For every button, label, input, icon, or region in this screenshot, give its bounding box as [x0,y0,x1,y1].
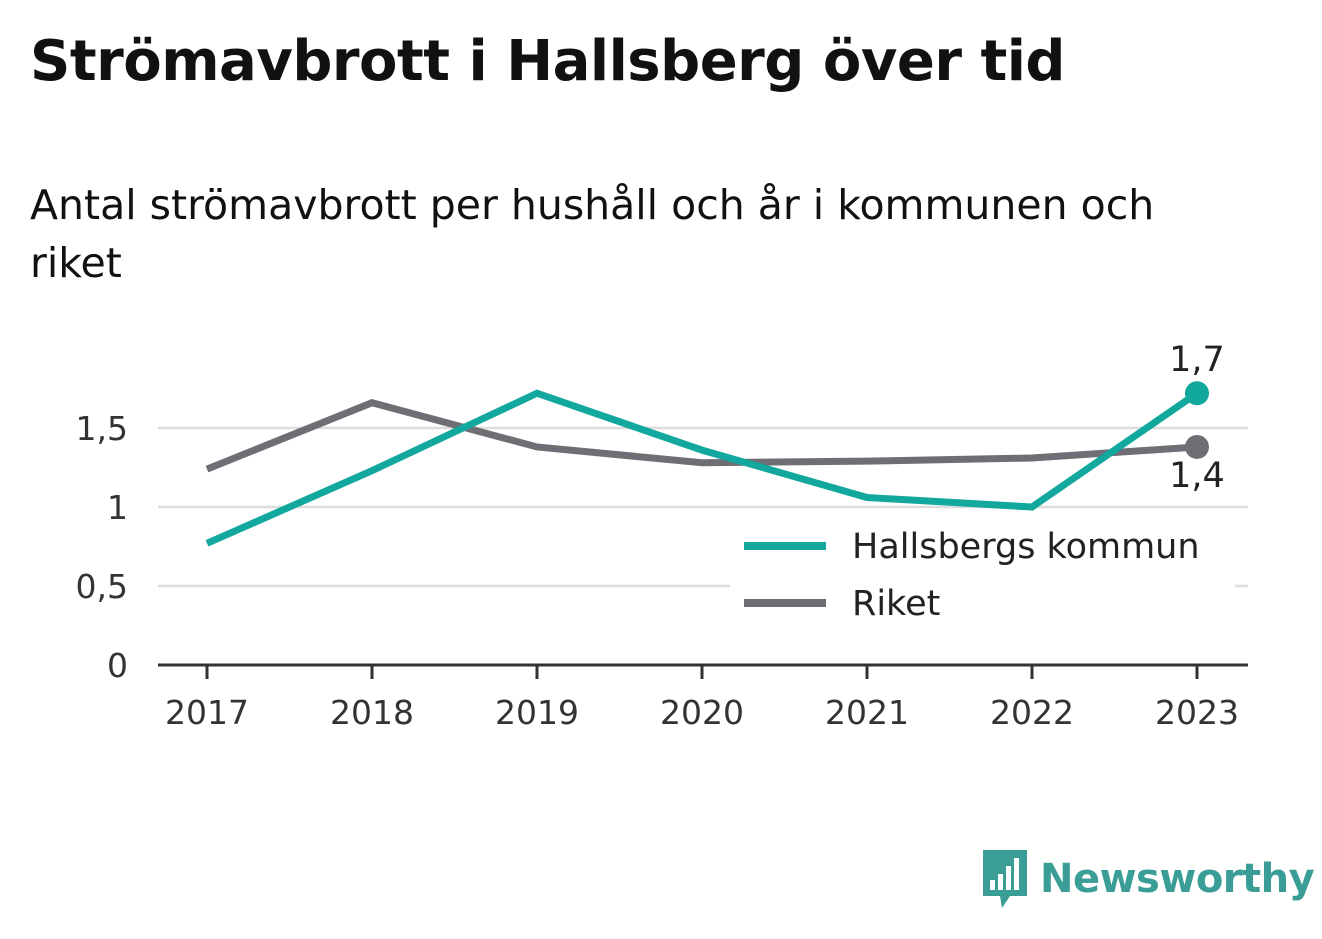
series-line [205,389,1199,547]
x-tick-label: 2020 [660,693,744,732]
y-tick-label: 0,5 [76,567,128,606]
legend-label: Hallsbergs kommun [852,527,1200,567]
brand-name: Newsworthy [1040,856,1315,902]
x-axis: 2017 2018 2019 2020 2021 2022 2023 [158,663,1248,732]
x-tick-label: 2021 [825,693,909,732]
y-axis-ticks: 0 0,5 1 1,5 [76,409,128,685]
end-point-marker [1185,434,1209,459]
chart-subtitle: Antal strömavbrott per hushåll och år i … [30,181,1155,287]
end-label: 1,4 [1169,456,1225,496]
end-point-marker [1185,381,1209,406]
legend-background [730,520,1235,636]
end-labels: 1,7 1,4 [1169,340,1225,496]
bar-chart-speech-bubble-icon [983,850,1027,908]
y-tick-label: 1 [107,488,128,527]
y-tick-label: 0 [107,646,128,685]
newsworthy-brand[interactable]: Newsworthy [980,848,1315,910]
x-tick-label: 2019 [495,693,579,732]
series-lines [205,381,1209,547]
x-tick-label: 2017 [165,693,249,732]
end-label: 1,7 [1169,340,1225,380]
legend-label: Riket [852,584,940,624]
x-tick-label: 2022 [990,693,1074,732]
y-tick-label: 1,5 [76,409,128,448]
chart-title: Strömavbrott i Hallsberg över tid [30,29,1066,94]
x-tick-label: 2023 [1155,693,1239,732]
x-tick-label: 2018 [330,693,414,732]
series-line [205,399,1198,473]
legend: Hallsbergs kommun Riket [730,520,1235,636]
